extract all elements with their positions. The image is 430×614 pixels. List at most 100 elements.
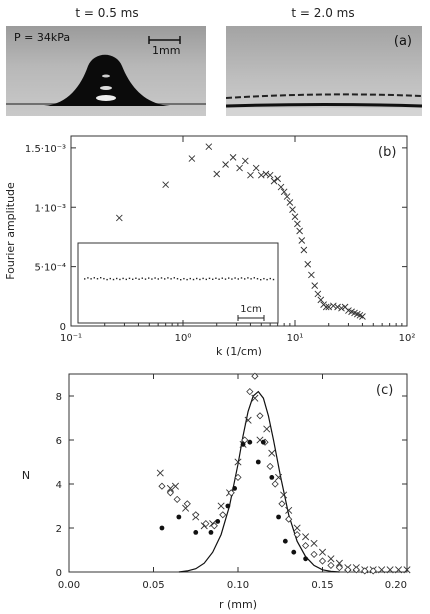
film-drawing (226, 93, 422, 116)
inset-dot (87, 277, 89, 279)
fourier-point-stroke-b (338, 304, 345, 312)
cross-point (275, 473, 283, 481)
inset-dot (109, 277, 111, 280)
inset-dot (157, 278, 159, 280)
diamond-point (219, 511, 227, 519)
fourier-point-stroke-b (296, 227, 303, 235)
diamond-point (369, 567, 377, 575)
fourier-plot-frame (70, 135, 408, 327)
fourier-point (252, 164, 260, 172)
cross-point (335, 559, 343, 567)
inset-dot (141, 277, 143, 279)
inset-dot (247, 277, 249, 279)
fourier-point (308, 271, 315, 279)
cross-point (378, 566, 386, 574)
distribution-ytick-label: 4 (56, 480, 62, 491)
cross-point (263, 425, 271, 433)
diamond-point (210, 522, 218, 530)
distribution-xtick-label: 0.10 (227, 580, 249, 591)
inset-dot (244, 278, 246, 280)
diamond-point (335, 564, 343, 572)
fourier-point-stroke-b (356, 311, 364, 319)
inset-dot (103, 277, 105, 280)
cross-point-stroke-b (217, 502, 225, 510)
diamond-point (278, 500, 286, 508)
fourier-chart: 1cm 0 5·10⁻⁴ 1·10⁻³ 1.5·10⁻³ 10⁻¹ 10⁰ 10¹ 10² F… (4, 135, 415, 356)
inset-dot (237, 278, 239, 280)
fourier-point-stroke-b (298, 237, 306, 244)
diamond-point (246, 388, 254, 396)
cross-point-stroke-b (263, 425, 271, 433)
dot-point (215, 519, 221, 524)
inset-dot (218, 278, 220, 280)
fourier-point-stroke-b (291, 213, 299, 221)
fourier-point-stroke-b (280, 188, 288, 196)
fourier-point (236, 164, 243, 172)
inset-dot (231, 278, 233, 280)
fourier-point-stroke-b (330, 302, 337, 310)
fourier-point (229, 154, 237, 161)
fourier-xtick-label: 10¹ (287, 333, 304, 344)
diamond-point (271, 480, 279, 488)
fourier-point (304, 260, 312, 268)
inset-dot (269, 277, 271, 280)
panel-a-label: (a) (393, 34, 412, 49)
fourier-ytick-label: 1.5·10⁻³ (25, 144, 66, 155)
cross-point (318, 548, 327, 556)
inset-dot (144, 278, 147, 280)
fourier-xtick-label: 10⁻¹ (60, 333, 82, 344)
cross-point-stroke-b (171, 482, 179, 490)
distribution-xtick-label: 0.20 (385, 580, 407, 591)
dot-point (208, 530, 214, 535)
distribution-ytick-label: 0 (56, 568, 62, 579)
inset-dot (176, 278, 179, 280)
fourier-point (294, 220, 301, 228)
inset-dot (208, 277, 211, 280)
distribution-xtick-label: 0.15 (311, 580, 333, 591)
inset-dot (212, 278, 214, 280)
inset-dot (170, 278, 172, 280)
fourier-point (291, 213, 299, 221)
diamond-point (166, 489, 174, 497)
fourier-point-stroke-b (325, 303, 333, 311)
distribution-ytick-label: 6 (56, 436, 62, 447)
cross-point-stroke-b (395, 566, 403, 574)
diamond-point (318, 557, 327, 565)
diamond-point (327, 561, 335, 569)
inset-dot (100, 277, 102, 279)
cross-point (293, 524, 301, 532)
fourier-point (162, 181, 169, 189)
fourier-ytick-label: 1·10⁻³ (34, 203, 66, 214)
panel-b-label: (b) (378, 145, 396, 160)
diamond-point (293, 531, 301, 539)
fourier-point-stroke-b (311, 282, 319, 289)
inset-dot (119, 278, 121, 281)
distribution-chart: 0 2 4 6 8 0.00 0.05 0.10 0.15 0.20 N r (mm) (c) (22, 372, 411, 611)
fourier-point (338, 304, 345, 312)
cross-point (327, 555, 335, 563)
fourier-point-stroke-b (241, 157, 249, 165)
fourier-point (317, 296, 325, 304)
cross-point-stroke-b (234, 458, 242, 466)
inset-dot (154, 277, 156, 279)
cross-point-stroke-b (386, 566, 394, 574)
inset-dot (196, 277, 198, 280)
fourier-point (298, 237, 306, 244)
inset-dot (228, 277, 230, 279)
inset-dot (96, 278, 99, 280)
cross-point-stroke-b (285, 506, 293, 514)
inset-dot (173, 277, 175, 279)
droplet-drawing (6, 36, 206, 106)
fourier-point (205, 143, 213, 151)
inset-dot (116, 277, 118, 280)
dot-point (303, 556, 308, 562)
cross-point (302, 533, 310, 541)
fourier-point-stroke-b (205, 143, 213, 151)
inset-dot (84, 278, 86, 280)
inset-frame (77, 242, 279, 324)
inset-dot (125, 278, 127, 281)
fourier-ytick-label: 0 (60, 322, 66, 333)
diamond-point (183, 500, 191, 508)
cross-point-stroke-b (156, 469, 164, 477)
fourier-point-stroke-b (115, 214, 123, 222)
